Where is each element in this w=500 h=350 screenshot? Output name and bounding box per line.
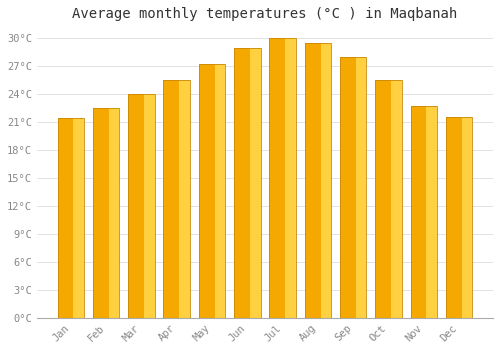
Bar <box>375 80 391 318</box>
Bar <box>304 43 331 318</box>
Bar <box>270 38 285 318</box>
Bar <box>214 64 225 318</box>
Bar <box>375 80 402 318</box>
Bar <box>74 118 84 318</box>
Bar <box>164 80 190 318</box>
Bar <box>304 43 320 318</box>
Bar <box>198 64 214 318</box>
Bar <box>234 48 260 318</box>
Bar <box>410 106 426 318</box>
Bar <box>340 57 356 318</box>
Bar <box>108 108 120 318</box>
Bar <box>426 106 437 318</box>
Bar <box>410 106 437 318</box>
Bar <box>285 38 296 318</box>
Bar <box>164 80 180 318</box>
Bar <box>270 38 296 318</box>
Bar <box>340 57 366 318</box>
Bar <box>250 48 260 318</box>
Bar <box>93 108 120 318</box>
Bar <box>93 108 108 318</box>
Bar <box>320 43 331 318</box>
Bar <box>128 94 144 318</box>
Bar <box>446 117 462 318</box>
Bar <box>180 80 190 318</box>
Bar <box>58 118 74 318</box>
Bar <box>356 57 366 318</box>
Bar <box>198 64 225 318</box>
Bar <box>234 48 250 318</box>
Bar <box>58 118 84 318</box>
Title: Average monthly temperatures (°C ) in Maqbanah: Average monthly temperatures (°C ) in Ma… <box>72 7 458 21</box>
Bar <box>128 94 154 318</box>
Bar <box>391 80 402 318</box>
Bar <box>446 117 472 318</box>
Bar <box>144 94 154 318</box>
Bar <box>462 117 472 318</box>
